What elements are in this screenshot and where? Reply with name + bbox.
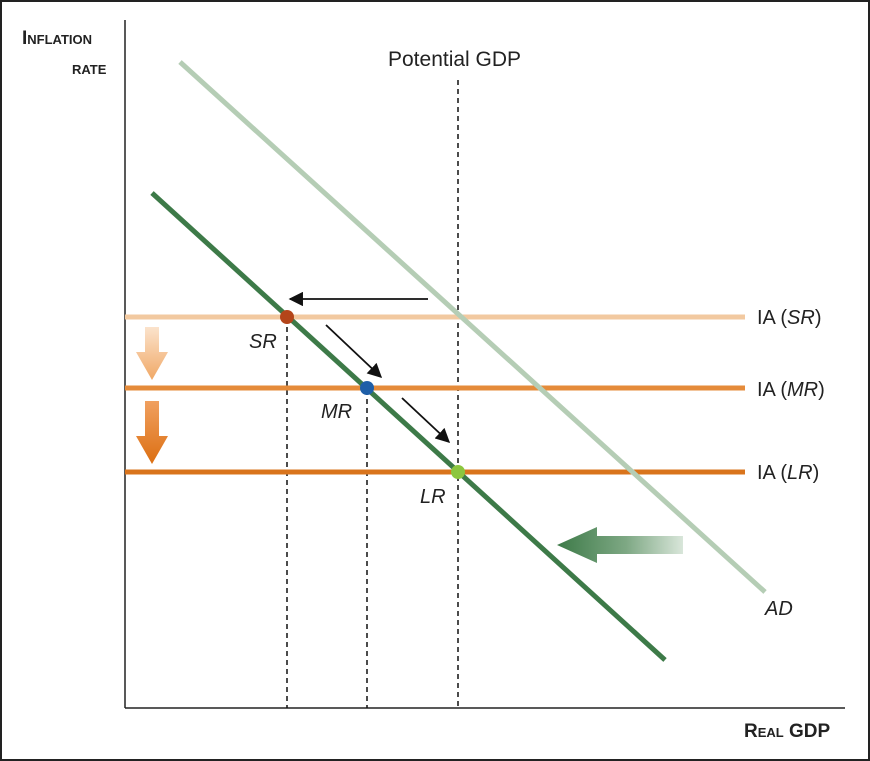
y-axis-label-line1: Inflation (22, 28, 92, 49)
ad-shifted-line (150, 191, 667, 662)
ia-sr-label: IA (SR) (757, 307, 821, 329)
point-sr (280, 310, 294, 324)
point-sr-label: SR (249, 331, 277, 353)
point-mr (360, 381, 374, 395)
ia-mr-label: IA (MR) (757, 379, 825, 401)
ad-original-line (178, 60, 767, 594)
arrow-mr-to-lr (401, 397, 451, 443)
ia-down-arrow-dark (136, 401, 168, 464)
ad-label: AD (764, 598, 793, 620)
point-mr-label: MR (321, 401, 352, 423)
arrow-sr-to-mr (325, 324, 383, 378)
ad-shift-arrow (557, 527, 683, 563)
x-axis-label: Real GDP (744, 721, 831, 742)
point-lr-label: LR (420, 486, 446, 508)
ia-lr-label: IA (LR) (757, 462, 819, 484)
ia-down-arrow-light (136, 327, 168, 380)
potential-gdp-label: Potential GDP (388, 48, 521, 71)
point-lr (451, 465, 465, 479)
y-axis-label-line2: rate (72, 58, 107, 79)
